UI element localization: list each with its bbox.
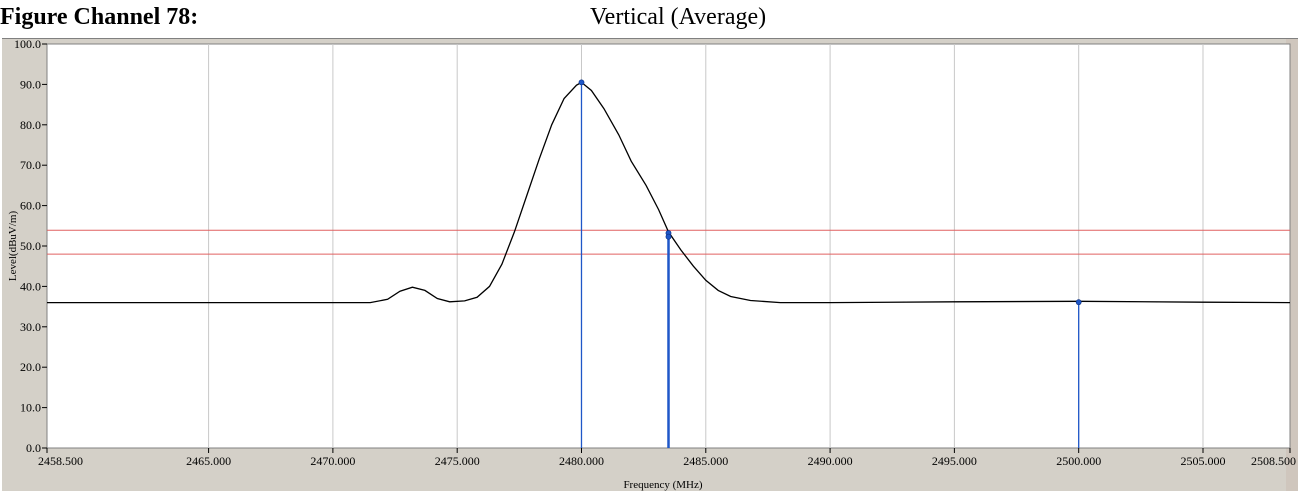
x-axis-ticks: 2458.500 2465.000 2470.000 2475.000 2480.000… xyxy=(38,448,1296,468)
marker-point xyxy=(578,79,585,86)
x-tick-label: 2508.500 xyxy=(1251,454,1296,468)
marker-lines xyxy=(580,82,1080,448)
x-tick-label: 2470.000 xyxy=(310,454,355,468)
figure-subtitle: Vertical (Average) xyxy=(590,4,767,30)
marker-point xyxy=(665,233,672,240)
chart-frame: 0.0 10.0 20.0 30.0 40.0 50.0 60.0 70.0 80.0 90.0 1… xyxy=(2,38,1298,491)
y-axis-label: Level(dBuV/m) xyxy=(7,211,19,282)
x-tick-label: 2475.000 xyxy=(435,454,480,468)
x-tick-label: 2485.000 xyxy=(683,454,728,468)
marker-point xyxy=(1075,299,1082,306)
y-tick-label: 50.0 xyxy=(20,239,41,253)
spectrum-chart: 0.0 10.0 20.0 30.0 40.0 50.0 60.0 70.0 80.0 90.0 1… xyxy=(7,39,1296,491)
marker-dots xyxy=(578,79,1082,306)
y-tick-label: 90.0 xyxy=(20,77,41,91)
x-axis-label: Frequency (MHz) xyxy=(623,479,702,491)
x-tick-label: 2465.000 xyxy=(186,454,231,468)
y-tick-label: 30.0 xyxy=(20,320,41,334)
figure-title: Figure Channel 78: xyxy=(0,4,199,30)
y-tick-label: 20.0 xyxy=(20,360,41,374)
x-tick-label: 2505.000 xyxy=(1180,454,1225,468)
y-tick-label: 40.0 xyxy=(20,279,41,293)
y-tick-label: 0.0 xyxy=(26,441,41,455)
x-tick-label: 2495.000 xyxy=(932,454,977,468)
x-tick-label: 2480.000 xyxy=(559,454,604,468)
y-tick-label: 60.0 xyxy=(20,199,41,213)
y-axis-ticks: 0.0 10.0 20.0 30.0 40.0 50.0 60.0 70.0 80.0 90.0 1… xyxy=(14,39,47,455)
x-tick-label: 2500.000 xyxy=(1056,454,1101,468)
y-tick-label: 100.0 xyxy=(14,39,41,51)
y-tick-label: 70.0 xyxy=(20,158,41,172)
y-tick-label: 10.0 xyxy=(20,401,41,415)
y-tick-label: 80.0 xyxy=(20,118,41,132)
x-tick-label: 2458.500 xyxy=(38,454,83,468)
x-tick-label: 2490.000 xyxy=(808,454,853,468)
